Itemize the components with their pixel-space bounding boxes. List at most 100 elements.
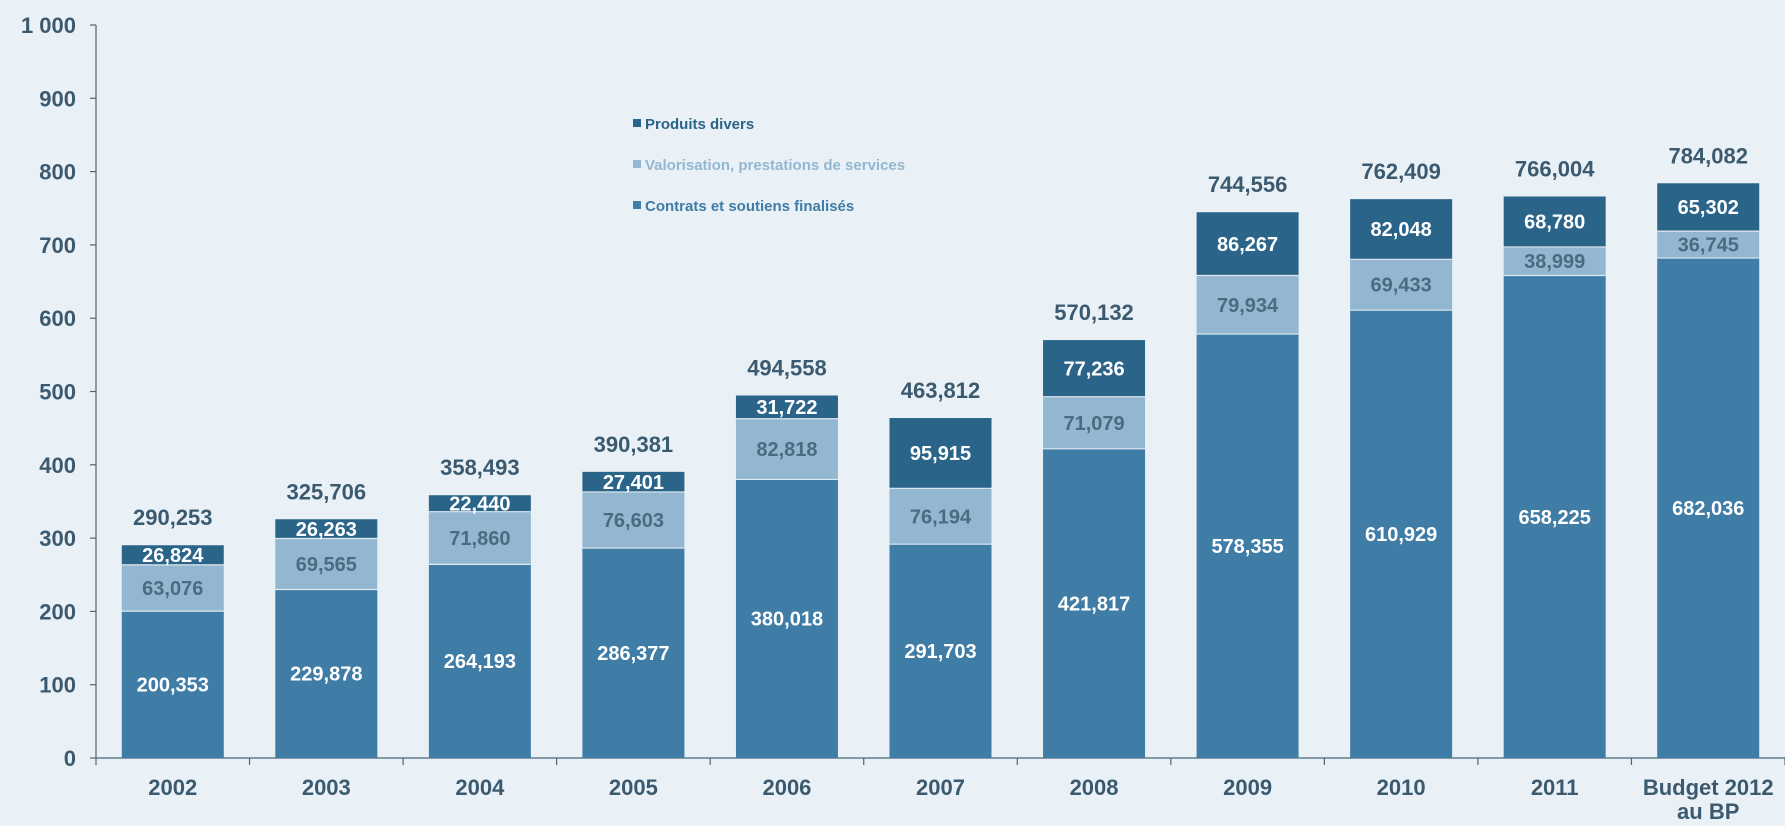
bar-segment (121, 611, 224, 758)
x-tick-label: Budget 2012 au BP (1643, 775, 1774, 824)
total-value-label: 494,558 (747, 355, 827, 380)
total-value-label: 784,082 (1668, 143, 1748, 168)
segment-value-label: 86,267 (1217, 234, 1278, 256)
bar-segment (1350, 199, 1453, 260)
y-tick-label: 400 (39, 453, 76, 478)
segment-value-label: 264,193 (444, 651, 516, 673)
bar-segment (1043, 340, 1146, 397)
segment-value-label: 610,929 (1365, 524, 1437, 546)
total-value-label: 744,556 (1208, 172, 1288, 197)
y-tick-label: 600 (39, 306, 76, 331)
total-value-label: 390,381 (594, 432, 674, 457)
bar-segment (1657, 183, 1760, 232)
legend-label: Produits divers (645, 116, 754, 133)
bar-stack: 421,817 71,079 77,236 570,132 (1043, 300, 1146, 758)
y-tick-label: 0 (64, 746, 76, 771)
y-tick-label: 800 (39, 160, 76, 185)
bar-segment (889, 488, 992, 545)
y-tick-label: 200 (39, 599, 76, 624)
total-value-label: 766,004 (1515, 157, 1595, 182)
x-tick-label: 2010 (1377, 775, 1426, 800)
y-tick-label: 300 (39, 526, 76, 551)
bar-segment (428, 495, 531, 512)
segment-value-label: 76,194 (910, 506, 972, 528)
bar-stack: 658,225 38,999 68,780 766,004 (1503, 157, 1606, 758)
segment-value-label: 76,603 (603, 510, 664, 532)
segment-value-label: 682,036 (1672, 498, 1744, 520)
bar-stack: 200,353 63,076 26,824 290,253 (121, 505, 224, 758)
bar-segment (275, 538, 378, 590)
bar-segment (1196, 212, 1299, 276)
bar-segment (121, 545, 224, 565)
segment-value-label: 578,355 (1211, 536, 1283, 558)
legend-item: Contrats et soutiens finalisés (633, 198, 854, 215)
x-tick-label: 2008 (1070, 775, 1119, 800)
bar-segment (1503, 275, 1606, 758)
x-tick-label: 2005 (609, 775, 658, 800)
segment-value-label: 380,018 (751, 609, 823, 631)
total-value-label: 570,132 (1054, 300, 1134, 325)
bar-segment (428, 511, 531, 565)
y-axis: 0 100 200 300 400 500 600 700 800 900 1 000 (21, 13, 97, 771)
bar-segment (1503, 196, 1606, 247)
y-tick-label: 1 000 (21, 13, 76, 38)
bar-segment (1657, 231, 1760, 259)
segment-value-label: 82,048 (1371, 219, 1432, 241)
x-axis: 2002 2003 2004 2005 2006 2007 2008 2009 2010 2011… (95, 757, 1785, 824)
bar-segment (889, 544, 992, 758)
segment-value-label: 82,818 (756, 439, 817, 461)
bar-stack: 578,355 79,934 86,267 744,556 (1196, 172, 1299, 758)
bar-segment (1196, 334, 1299, 758)
bar-segment (582, 471, 685, 492)
legend-item: Valorisation, prestations de services (633, 157, 905, 174)
segment-value-label: 63,076 (142, 578, 203, 600)
segment-value-label: 71,860 (449, 528, 510, 550)
x-tick-label: 2009 (1223, 775, 1272, 800)
legend-item: Produits divers (633, 116, 754, 133)
bar-stack: 291,703 76,194 95,915 463,812 (889, 378, 992, 758)
total-value-label: 290,253 (133, 505, 213, 530)
bars: 200,35363,07626,824290,253229,87869,5652… (121, 143, 1760, 758)
y-tick-label: 900 (39, 86, 76, 111)
segment-value-label: 31,722 (756, 397, 817, 419)
total-value-label: 358,493 (440, 455, 520, 480)
bar-stack: 380,018 82,818 31,722 494,558 (735, 355, 838, 758)
segment-value-label: 229,878 (290, 664, 362, 686)
segment-value-label: 286,377 (597, 643, 669, 665)
bar-stack: 610,929 69,433 82,048 762,409 (1350, 159, 1453, 758)
x-tick-label: 2002 (148, 775, 197, 800)
bar-segment (275, 589, 378, 758)
segment-value-label: 77,236 (1063, 358, 1124, 380)
segment-value-label: 69,433 (1371, 275, 1432, 297)
legend-swatch (633, 201, 641, 209)
bar-stack: 286,377 76,603 27,401 390,381 (582, 432, 685, 758)
legend-swatch (633, 119, 641, 127)
bar-stack: 229,878 69,565 26,263 325,706 (275, 479, 378, 758)
bar-segment (121, 564, 224, 612)
x-tick-label: 2004 (455, 775, 505, 800)
segment-value-label: 71,079 (1063, 413, 1124, 435)
bar-segment (735, 418, 838, 480)
segment-value-label: 658,225 (1519, 507, 1591, 529)
x-tick-label: 2007 (916, 775, 965, 800)
bar-segment (1043, 396, 1146, 449)
total-value-label: 325,706 (287, 479, 367, 504)
bar-segment (889, 418, 992, 489)
total-value-label: 762,409 (1361, 159, 1441, 184)
bar-segment (1043, 448, 1146, 758)
segment-value-label: 95,915 (910, 443, 971, 465)
segment-value-label: 291,703 (904, 641, 976, 663)
segment-value-label: 69,565 (296, 554, 357, 576)
bar-segment (735, 479, 838, 758)
segment-value-label: 200,353 (137, 675, 209, 697)
bar-segment (735, 395, 838, 419)
bar-segment (1350, 259, 1453, 311)
segment-value-label: 65,302 (1678, 197, 1739, 219)
bar-segment (428, 564, 531, 758)
segment-value-label: 36,745 (1678, 235, 1739, 257)
bar-segment (1350, 310, 1453, 758)
legend: Produits divers Valorisation, prestations… (633, 116, 905, 215)
segment-value-label: 79,934 (1217, 295, 1279, 317)
segment-value-label: 22,440 (449, 493, 510, 515)
